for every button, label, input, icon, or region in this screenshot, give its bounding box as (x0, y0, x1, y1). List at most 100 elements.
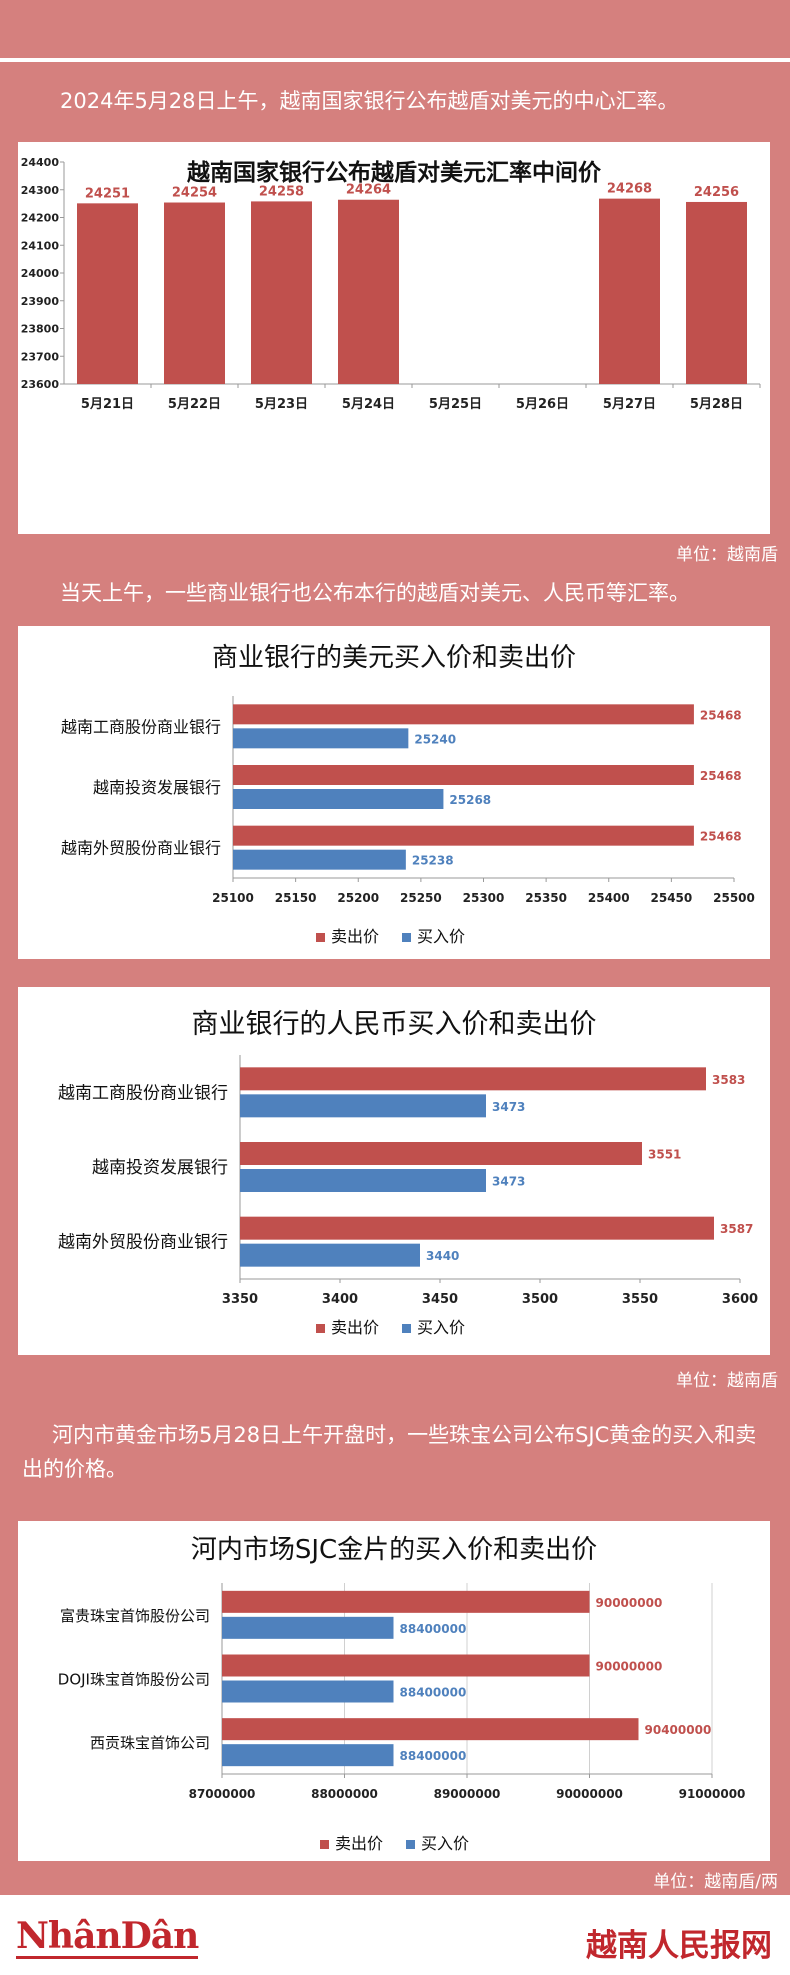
intro-1-text: 2024年5月28日上午，越南国家银行公布越盾对美元的中心汇率。 (60, 89, 679, 113)
chart-central-rate: 越南国家银行公布越盾对美元汇率中间价 23600 23700 23800 23900 24… (21, 156, 761, 412)
legend-label: 买入价 (421, 1834, 469, 1853)
legend-label: 买入价 (417, 927, 465, 946)
bar-sell (222, 1718, 639, 1741)
chart-gold-panel: 河内市场SJC金片的买入价和卖出价 87000000 88000000 8900000… (18, 1521, 770, 1861)
legend-label: 卖出价 (331, 927, 379, 946)
data-label: 24254 (172, 186, 217, 201)
y-tick-label: 23600 (21, 378, 60, 391)
intro-paragraph-2: 当天上午，一些商业银行也公布本行的越盾对美元、人民币等汇率。 (60, 581, 690, 605)
chart-cny: 商业银行的人民币买入价和卖出价 3350 3400 3450 3500 3550 3600 越… (58, 1009, 758, 1337)
chart-gold: 河内市场SJC金片的买入价和卖出价 87000000 88000000 8900000… (58, 1535, 746, 1853)
bar-buy (222, 1616, 394, 1639)
unit-label-2: 单位：越南盾 (676, 1371, 778, 1391)
bar (599, 198, 660, 384)
legend-label: 买入价 (417, 1318, 465, 1337)
chart-cny-panel: 商业银行的人民币买入价和卖出价 3350 3400 3450 3500 3550 3600 越… (18, 987, 770, 1355)
data-label-sell: 3583 (712, 1073, 745, 1087)
bar (164, 202, 225, 384)
bar-buy (233, 789, 444, 809)
data-label-buy: 3440 (426, 1249, 459, 1263)
data-label-buy: 25240 (414, 732, 456, 746)
chart-title: 河内市场SJC金片的买入价和卖出价 (191, 1535, 597, 1565)
data-label-buy: 3473 (492, 1175, 525, 1189)
x-tick-label: 91000000 (679, 1787, 746, 1801)
legend-swatch (402, 933, 411, 942)
footer-bar (0, 1895, 790, 1975)
category-label: 越南外贸股份商业银行 (61, 839, 221, 858)
bar-buy (233, 849, 406, 870)
x-tick-label: 25200 (337, 891, 379, 905)
chart-usd-panel: 商业银行的美元买入价和卖出价 25100 25150 25200 25250 25300 2… (18, 626, 770, 959)
data-label-buy: 88400000 (400, 1622, 467, 1636)
chart-title: 商业银行的人民币买入价和卖出价 (192, 1009, 597, 1040)
bar-sell (233, 704, 694, 725)
bar-buy (240, 1243, 420, 1267)
bar-sell (222, 1590, 590, 1613)
y-tick-label: 24400 (21, 156, 60, 169)
chart-central-rate-panel: 越南国家银行公布越盾对美元汇率中间价 23600 23700 23800 23900 24… (18, 142, 770, 534)
x-tick-label: 25400 (588, 891, 630, 905)
bar-buy (240, 1169, 486, 1192)
data-label-sell: 90400000 (645, 1723, 712, 1737)
x-tick-label: 3550 (622, 1292, 658, 1307)
data-label: 24268 (607, 182, 652, 197)
x-tick-label: 25250 (400, 891, 442, 905)
bar (251, 201, 312, 384)
data-label: 24251 (85, 186, 130, 201)
bar (338, 199, 399, 384)
x-tick-label: 25450 (651, 891, 693, 905)
y-tick-label: 24300 (21, 184, 60, 197)
data-label: 24256 (694, 185, 739, 200)
chart-title: 越南国家银行公布越盾对美元汇率中间价 (187, 159, 602, 186)
data-label-sell: 3551 (648, 1148, 681, 1162)
chart-title: 商业银行的美元买入价和卖出价 (212, 643, 576, 673)
data-label-sell: 90000000 (596, 1660, 663, 1674)
y-tick-label: 23800 (21, 323, 60, 336)
x-tick-label: 25150 (275, 891, 317, 905)
top-divider (0, 58, 790, 62)
y-tick-label: 24200 (21, 212, 60, 225)
bar-sell (233, 765, 694, 785)
bar-sell (222, 1654, 590, 1677)
data-label-buy: 25238 (412, 854, 454, 868)
x-tick-label: 5月27日 (603, 397, 656, 412)
bar-buy (222, 1744, 394, 1767)
legend-label: 卖出价 (335, 1834, 383, 1853)
category-label: 越南工商股份商业银行 (58, 1083, 228, 1103)
data-label-buy: 25268 (449, 793, 491, 807)
nhandan-logo: NhânDân (16, 1915, 199, 1959)
category-label: 西贡珠宝首饰公司 (90, 1734, 210, 1752)
bar-buy (222, 1680, 394, 1703)
bar (686, 201, 747, 384)
bar-sell (240, 1216, 714, 1240)
x-tick-label: 25100 (212, 891, 254, 905)
x-tick-label: 3600 (722, 1292, 758, 1307)
intro-paragraph-1: 2024年5月28日上午，越南国家银行公布越盾对美元的中心汇率。 (60, 84, 780, 118)
chart-usd: 商业银行的美元买入价和卖出价 25100 25150 25200 25250 25300 2… (61, 643, 755, 946)
category-label: 越南外贸股份商业银行 (58, 1233, 228, 1253)
legend-swatch (406, 1840, 415, 1849)
category-label: 富贵珠宝首饰股份公司 (60, 1607, 210, 1625)
x-tick-label: 90000000 (556, 1787, 623, 1801)
legend-swatch (316, 1324, 325, 1333)
x-tick-label: 88000000 (311, 1787, 378, 1801)
category-label: 越南工商股份商业银行 (61, 717, 221, 736)
x-tick-label: 25500 (713, 891, 755, 905)
x-tick-label: 5月28日 (690, 397, 743, 412)
y-tick-label: 23700 (21, 350, 60, 363)
category-label: 越南投资发展银行 (93, 778, 221, 797)
unit-label-1: 单位：越南盾 (676, 545, 778, 565)
x-tick-label: 5月24日 (342, 397, 395, 412)
y-tick-label: 24000 (21, 267, 60, 280)
y-tick-label: 24100 (21, 239, 60, 252)
y-tick-label: 23900 (21, 295, 60, 308)
data-label-buy: 88400000 (400, 1749, 467, 1763)
x-tick-label: 5月23日 (255, 397, 308, 412)
x-tick-label: 3350 (222, 1292, 258, 1307)
data-label: 24264 (346, 183, 391, 198)
data-label-buy: 3473 (492, 1100, 525, 1114)
bar-sell (240, 1142, 642, 1165)
bar-sell (233, 825, 694, 846)
x-tick-label: 89000000 (434, 1787, 501, 1801)
unit-label-3: 单位：越南盾/两 (653, 1872, 778, 1892)
